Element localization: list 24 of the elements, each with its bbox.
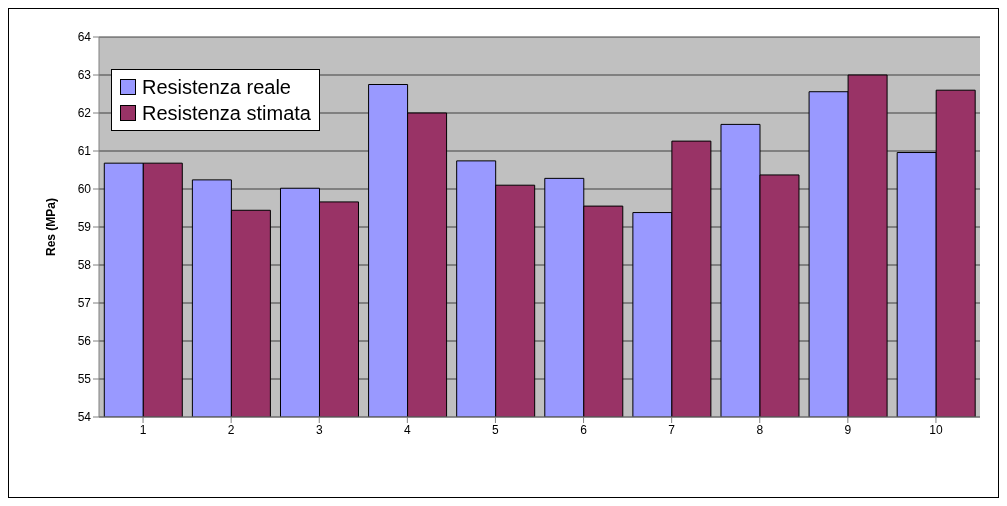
x-tick-label: 7 [668, 422, 676, 437]
y-axis-title: Res (MPa) [44, 197, 59, 257]
x-tick-label: 3 [315, 422, 323, 437]
y-tick-label: 54 [77, 410, 92, 425]
x-tick-label: 1 [139, 422, 147, 437]
x-tick-label: 6 [580, 422, 588, 437]
y-tick-label: 59 [77, 220, 92, 235]
x-tick-label: 5 [492, 422, 500, 437]
legend-label: Resistenza stimata [142, 101, 311, 126]
y-tick-label: 64 [77, 30, 92, 45]
y-tick-label: 61 [77, 144, 92, 159]
y-tick-label: 63 [77, 68, 92, 83]
x-tick-label: 9 [844, 422, 852, 437]
y-tick-label: 60 [77, 182, 92, 197]
x-tick-label: 8 [756, 422, 764, 437]
y-tick-label: 57 [77, 296, 92, 311]
x-tick-label: 4 [404, 422, 412, 437]
y-tick-label: 56 [77, 334, 92, 349]
y-tick-label: 55 [77, 372, 92, 387]
y-tick-label: 58 [77, 258, 92, 273]
x-tick-label: 2 [227, 422, 235, 437]
x-tick-label: 10 [929, 422, 943, 437]
y-tick-label: 62 [77, 106, 92, 121]
legend-label: Resistenza reale [142, 75, 291, 100]
